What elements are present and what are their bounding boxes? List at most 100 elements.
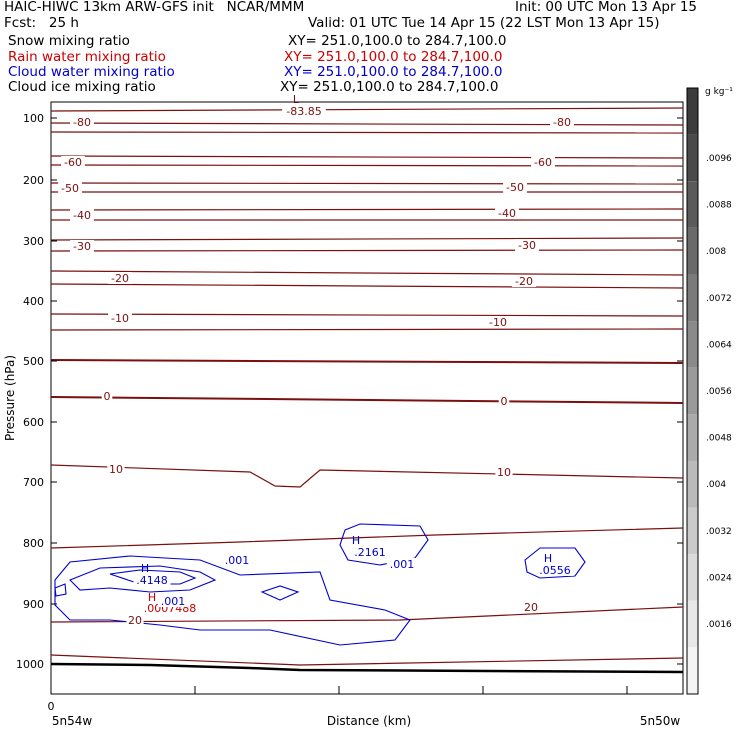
temp-label-m40-1-bg	[495, 207, 519, 219]
temp-label-0-0: 0	[104, 390, 111, 403]
extremum-value-cloud_water-3: .0556	[539, 564, 571, 577]
extremum-value-cloud_water-3-bg	[536, 564, 574, 576]
y-tick-label-200: 200	[23, 174, 44, 187]
temp-label-m60-0-bg	[61, 156, 85, 168]
temp-contour-m80-1	[50, 122, 684, 126]
y-tick-label-500: 500	[23, 355, 44, 368]
colorbar-swatch-6	[687, 367, 698, 415]
temp-label-m20-0: -20	[111, 272, 129, 285]
temp-label-m30-1-bg	[515, 239, 539, 251]
colorbar-label-4: .0064	[706, 340, 732, 350]
temp-label-m20-0-bg	[108, 272, 132, 284]
contour-labels: -80 -80 -60 -60 -50 -50 -40 -40 -30 -30 -20 -20 -10 -…	[58, 93, 574, 627]
temp-label-20-1: 20	[524, 601, 538, 614]
field-label-rain: Rain water mixing ratio	[8, 49, 166, 65]
temp-label-m80-1: -80	[553, 116, 571, 129]
temp-contour-m60-0	[50, 155, 684, 159]
temperature-contours	[50, 107, 684, 666]
temp-contour-m80-0	[50, 107, 684, 112]
temp-contour-m30-1	[50, 249, 684, 252]
field-xy-cloud-water: XY= 251.0,100.0 to 284.7,100.0	[284, 64, 503, 80]
temp-label-m10-1: -10	[489, 316, 507, 329]
temp-label-m60-0: -60	[64, 156, 82, 169]
colorbar-swatch-3	[687, 227, 698, 275]
y-tick-label-900: 900	[23, 598, 44, 611]
temp-label-m60-1-bg	[531, 156, 555, 168]
temp-contour-10-0	[50, 464, 684, 488]
field-label-cloud-ice: Cloud ice mixing ratio	[8, 79, 156, 95]
cloud-contour-3	[54, 583, 67, 597]
field-label-snow: Snow mixing ratio	[8, 33, 130, 49]
temp-label-m40-1: -40	[498, 207, 516, 220]
temp-contour-m40-0	[50, 208, 684, 211]
temp-label-m50-1-bg	[503, 181, 527, 193]
colorbar-swatch-8	[687, 460, 698, 508]
extremum-value-cloud_water-2: .2161	[354, 546, 386, 559]
x-tick-label-0: 0	[48, 700, 55, 713]
x-end-label-right: 5n50w	[640, 714, 681, 728]
extremum-value-cloud_water-2-bg	[351, 546, 389, 558]
colorbar-swatch-0	[687, 88, 698, 135]
y-axis-title: Pressure (hPa)	[3, 355, 17, 441]
temp-contour-0-1	[50, 396, 684, 404]
cloud-contour-label-1: .001	[390, 558, 415, 571]
extremum-marker-cloud_water-2: H	[352, 534, 360, 547]
temp-label-m30-1: -30	[518, 239, 536, 252]
extremum-value-temperature-0: -83.85	[286, 105, 321, 118]
temp-contour-m30-0	[50, 237, 684, 241]
colorbar-swatch-10	[687, 554, 698, 601]
temp-contour-0-0	[50, 359, 684, 364]
field-xy-cloud-ice: XY= 251.0,100.0 to 284.7,100.0	[280, 79, 499, 95]
temp-contour-m10-0	[50, 313, 684, 317]
cloud-contour-6	[524, 547, 586, 579]
extremum-marker-cloud_water-3: H	[544, 552, 552, 565]
extremum-value-cloud_water-1: .4148	[136, 574, 168, 587]
temp-contour-m50-0	[50, 182, 684, 185]
cloud-contour-label-1-bg	[386, 558, 418, 570]
y-tick-label-600: 600	[23, 416, 44, 429]
colorbar-swatch-4	[687, 274, 698, 322]
y-tick-label-700: 700	[23, 476, 44, 489]
extremum-marker-rain_water-4: H	[148, 591, 156, 604]
cloud-contour-label-0: .001	[225, 554, 250, 567]
x-end-label-left: 5n54w	[52, 714, 93, 728]
colorbar-label-0: .0096	[706, 154, 732, 164]
temp-label-m60-1: -60	[534, 156, 552, 169]
colorbar-swatch-12	[687, 647, 698, 694]
colorbar-label-10: .0016	[706, 620, 732, 630]
temp-label-20-0: 20	[128, 614, 142, 627]
colorbar-unit: g kg⁻¹	[705, 87, 733, 97]
temp-contour-m20-0	[50, 270, 684, 276]
temp-label-m50-0-bg	[58, 182, 82, 194]
temp-label-m20-1-bg	[512, 275, 536, 287]
cloud-contour-0	[54, 555, 411, 646]
init-time: Init: 00 UTC Mon 13 Apr 15	[515, 0, 697, 15]
colorbar-label-9: .0024	[706, 573, 732, 583]
temp-label-0-1: 0	[501, 395, 508, 408]
temp-label-20-1-bg	[522, 601, 540, 613]
temp-label-0-0-bg	[101, 390, 113, 402]
valid-time: Valid: 01 UTC Tue 14 Apr 15 (22 LST Mon …	[308, 15, 660, 31]
y-tick-label-1000: 1000	[16, 658, 44, 671]
temp-contour-m60-1	[50, 164, 684, 167]
cloud-water-contours	[54, 523, 586, 646]
extremum-marker-temperature-0: L	[293, 93, 300, 106]
temp-label-10-1-bg	[495, 466, 513, 478]
cloud-contour-label-2-bg	[157, 595, 189, 607]
temp-label-0-1-bg	[498, 395, 510, 407]
y-tick-label-100: 100	[23, 112, 44, 125]
colorbar-label-7: .004	[706, 480, 726, 490]
colorbar: g kg⁻¹ .0096 .0088 .008 .0072 .0064 .0056 .0048…	[686, 87, 733, 695]
y-tick-label-300: 300	[23, 235, 44, 248]
colorbar-swatch-2	[687, 181, 698, 228]
temp-label-10-0-bg	[107, 463, 125, 475]
temp-label-m80-0-bg	[70, 116, 94, 128]
colorbar-label-6: .0048	[706, 434, 732, 444]
cloud-contour-4	[260, 585, 300, 601]
temp-contour-20-0	[50, 527, 684, 549]
colorbar-swatch-7	[687, 414, 698, 461]
cloud-contour-label-2: .001	[161, 595, 186, 608]
cloud-contour-label-0-bg	[221, 554, 253, 566]
temp-label-m30-0: -30	[73, 240, 91, 253]
